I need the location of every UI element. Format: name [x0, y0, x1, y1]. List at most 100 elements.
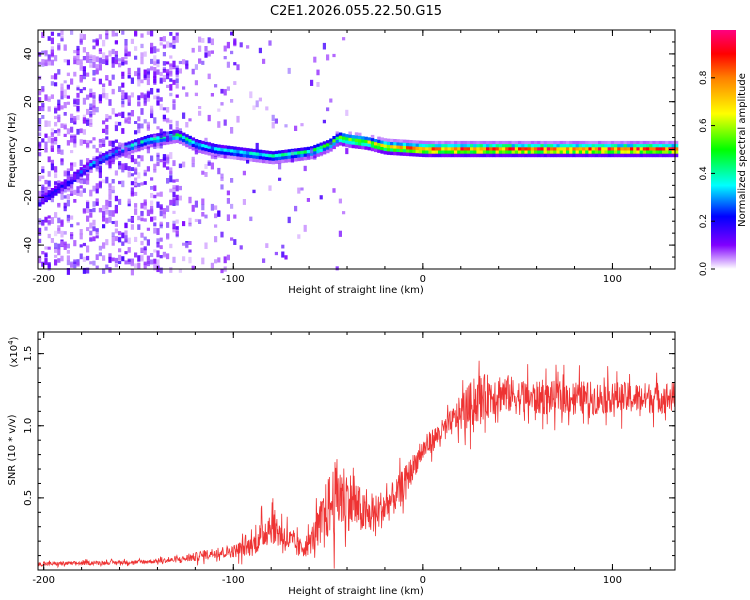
spectrogram-cell — [162, 162, 166, 168]
spectrogram-cell — [223, 256, 227, 264]
spectrogram-cell — [102, 255, 106, 261]
spectrogram-cell — [130, 92, 134, 98]
spectrogram-cell — [156, 241, 160, 248]
spectrogram-cell — [236, 156, 240, 160]
spectrogram-cell — [182, 242, 186, 246]
spectrogram-cell — [38, 141, 42, 146]
spectrogram-cell — [329, 141, 333, 145]
spectrogram-cell — [127, 171, 131, 178]
spectrogram-cell — [79, 67, 83, 71]
spectrogram-cell — [178, 128, 182, 135]
spectrogram-cell — [530, 153, 535, 158]
spectrogram-cell — [47, 55, 51, 62]
spectrogram-cell — [466, 153, 471, 158]
spectrogram-cell — [82, 178, 86, 185]
spectrogram-cell — [185, 242, 189, 249]
spectrogram-cell — [63, 195, 67, 199]
spectrogram-cell — [111, 221, 115, 225]
spectrogram-cell — [457, 147, 461, 151]
spectrogram-cell — [127, 258, 131, 262]
spectrogram-cell — [271, 151, 276, 155]
spectrogram-cell — [447, 150, 452, 154]
spectrogram-cell — [441, 144, 445, 148]
spectrogram-cell — [41, 186, 45, 193]
spectrogram-cell — [111, 63, 115, 68]
spectrogram-cell — [76, 92, 80, 98]
spectrogram-cell — [159, 132, 164, 137]
spectrogram-cell — [108, 216, 112, 223]
spectrogram-cell — [79, 244, 83, 248]
spectrogram-cell — [348, 141, 352, 145]
spectrogram-cell — [287, 152, 292, 156]
spectrogram-cell — [41, 50, 45, 54]
spectrogram-cell — [303, 165, 307, 172]
spectrogram-cell — [70, 134, 74, 138]
spectrogram-cell — [358, 142, 362, 146]
spectrogram-cell — [207, 37, 211, 44]
spectrogram-cell — [114, 40, 118, 44]
spectrogram-cell — [98, 171, 102, 179]
spectrogram-cell — [76, 175, 80, 180]
spectrogram-cell — [428, 144, 432, 148]
spectrogram-cells — [38, 30, 679, 276]
spectrogram-cell — [118, 62, 122, 68]
spectrogram-cell — [102, 138, 106, 144]
spectrogram-cell — [233, 62, 237, 66]
spectrogram-cell — [534, 144, 538, 148]
spectrogram-cell — [476, 140, 480, 145]
spectrogram-cell — [322, 147, 327, 152]
spectrogram-cell — [92, 137, 96, 141]
spectrogram-cell — [620, 140, 624, 145]
spectrogram-cell — [399, 149, 404, 153]
spectrogram-cell — [102, 152, 106, 157]
spectrogram-cell — [306, 146, 311, 151]
spectrogram-cell — [66, 187, 70, 192]
spectrogram-cell — [658, 150, 663, 154]
spectrogram-cell — [121, 61, 125, 66]
spectrogram-cell — [98, 64, 102, 71]
spectrogram-cell — [524, 153, 528, 158]
spectrogram-cell — [422, 144, 426, 148]
spectrogram-cell — [220, 102, 224, 106]
spectrogram-cell — [150, 186, 154, 190]
spectrogram-cell — [438, 153, 442, 158]
spectrogram-cell — [130, 173, 134, 177]
spectrogram-cell — [70, 78, 74, 85]
spectrogram-cell — [191, 137, 196, 141]
spectrogram-cell — [54, 130, 58, 134]
spectrogram-cell — [89, 261, 93, 265]
spectrogram-cell — [63, 244, 67, 250]
spectrogram-cell — [329, 148, 333, 152]
spectrogram-cell — [95, 228, 99, 232]
spectrogram-cell — [86, 56, 90, 63]
spectrogram-cell — [220, 151, 224, 155]
spectrogram-cell — [486, 153, 490, 158]
spectrogram-cell — [114, 32, 118, 37]
spectrogram-cell — [431, 140, 436, 145]
spectrogram-cell — [594, 140, 599, 145]
spectrogram-cell — [66, 186, 71, 190]
spectrogram-cell — [498, 150, 503, 154]
spectrogram-cell — [214, 147, 218, 151]
spectrogram-cell — [319, 152, 324, 156]
spectrogram-cell — [406, 146, 410, 150]
spectrogram-cell — [92, 70, 96, 76]
spectrogram-cell — [585, 140, 589, 145]
spectrogram-cell — [134, 203, 138, 208]
spectrogram-cell — [470, 153, 474, 158]
spectrogram-cell — [159, 255, 163, 259]
spectrogram-cell — [169, 140, 173, 145]
spectrogram-cell — [50, 196, 54, 203]
spectrogram-cell — [166, 41, 170, 48]
spectrogram-cell — [198, 58, 202, 63]
spectrogram-cell — [316, 69, 320, 76]
spectrogram-cell — [118, 86, 122, 93]
spectrogram-cell — [114, 113, 118, 117]
spectrogram-cell — [95, 198, 99, 202]
spectrogram-cell — [402, 149, 407, 153]
spectrogram-cell — [54, 136, 58, 142]
spectrogram-cell — [82, 70, 86, 76]
spectrogram-cell — [655, 144, 660, 148]
spectrogram-cell — [89, 140, 93, 144]
spectrogram-cell — [159, 210, 163, 217]
